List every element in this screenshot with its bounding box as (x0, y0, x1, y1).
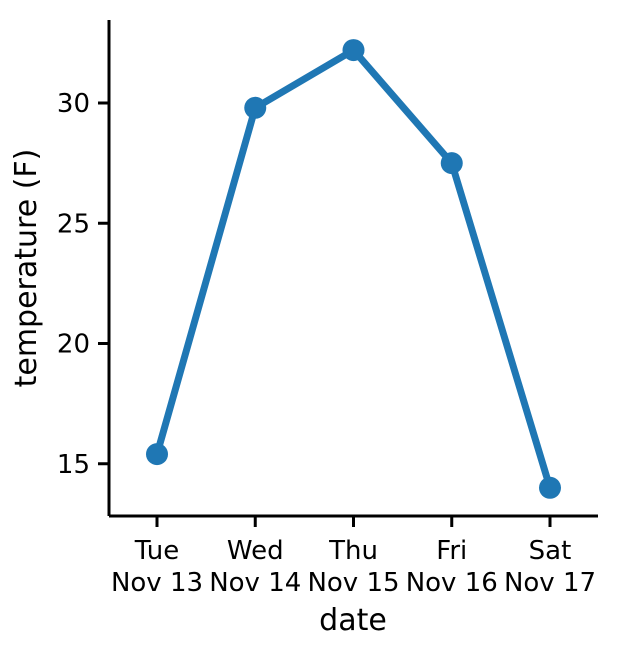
x-tick-label: Sat Nov 17 (504, 536, 596, 598)
data-point (244, 96, 267, 119)
data-point (342, 39, 365, 62)
x-axis-label: date (319, 603, 387, 638)
y-axis-label: temperature (F) (9, 149, 44, 388)
data-point (539, 476, 561, 499)
y-tick-label: 30 (57, 89, 90, 119)
series-line (153, 46, 554, 492)
x-tick-label: Thu Nov 15 (307, 536, 399, 598)
data-point (440, 152, 463, 175)
x-tick-label: Fri Nov 16 (406, 536, 498, 598)
y-tick-label: 20 (57, 330, 90, 360)
y-tick-label: 15 (57, 450, 90, 480)
x-tick-label: Wed Nov 14 (209, 536, 301, 598)
data-point (146, 443, 168, 466)
plot-area (146, 39, 561, 499)
x-tick-label: Tue Nov 13 (111, 536, 203, 598)
y-ticks: 15 20 25 30 (57, 89, 109, 480)
y-tick-label: 25 (57, 209, 90, 239)
